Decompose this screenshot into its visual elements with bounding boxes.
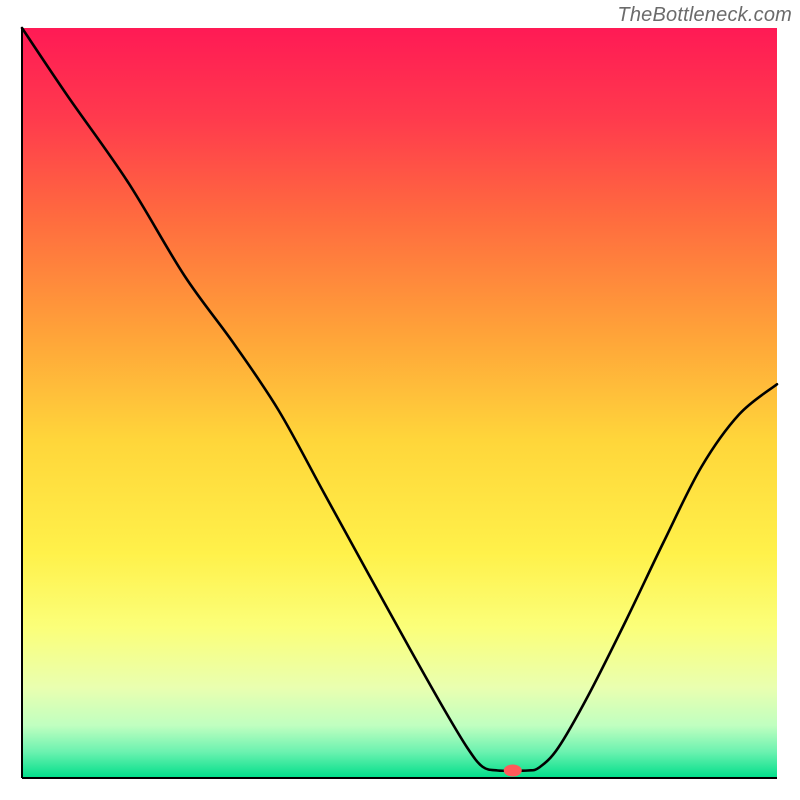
- plot-background-gradient: [22, 28, 777, 778]
- bottleneck-chart: [0, 0, 800, 800]
- chart-frame: TheBottleneck.com: [0, 0, 800, 800]
- optimum-marker: [504, 765, 522, 777]
